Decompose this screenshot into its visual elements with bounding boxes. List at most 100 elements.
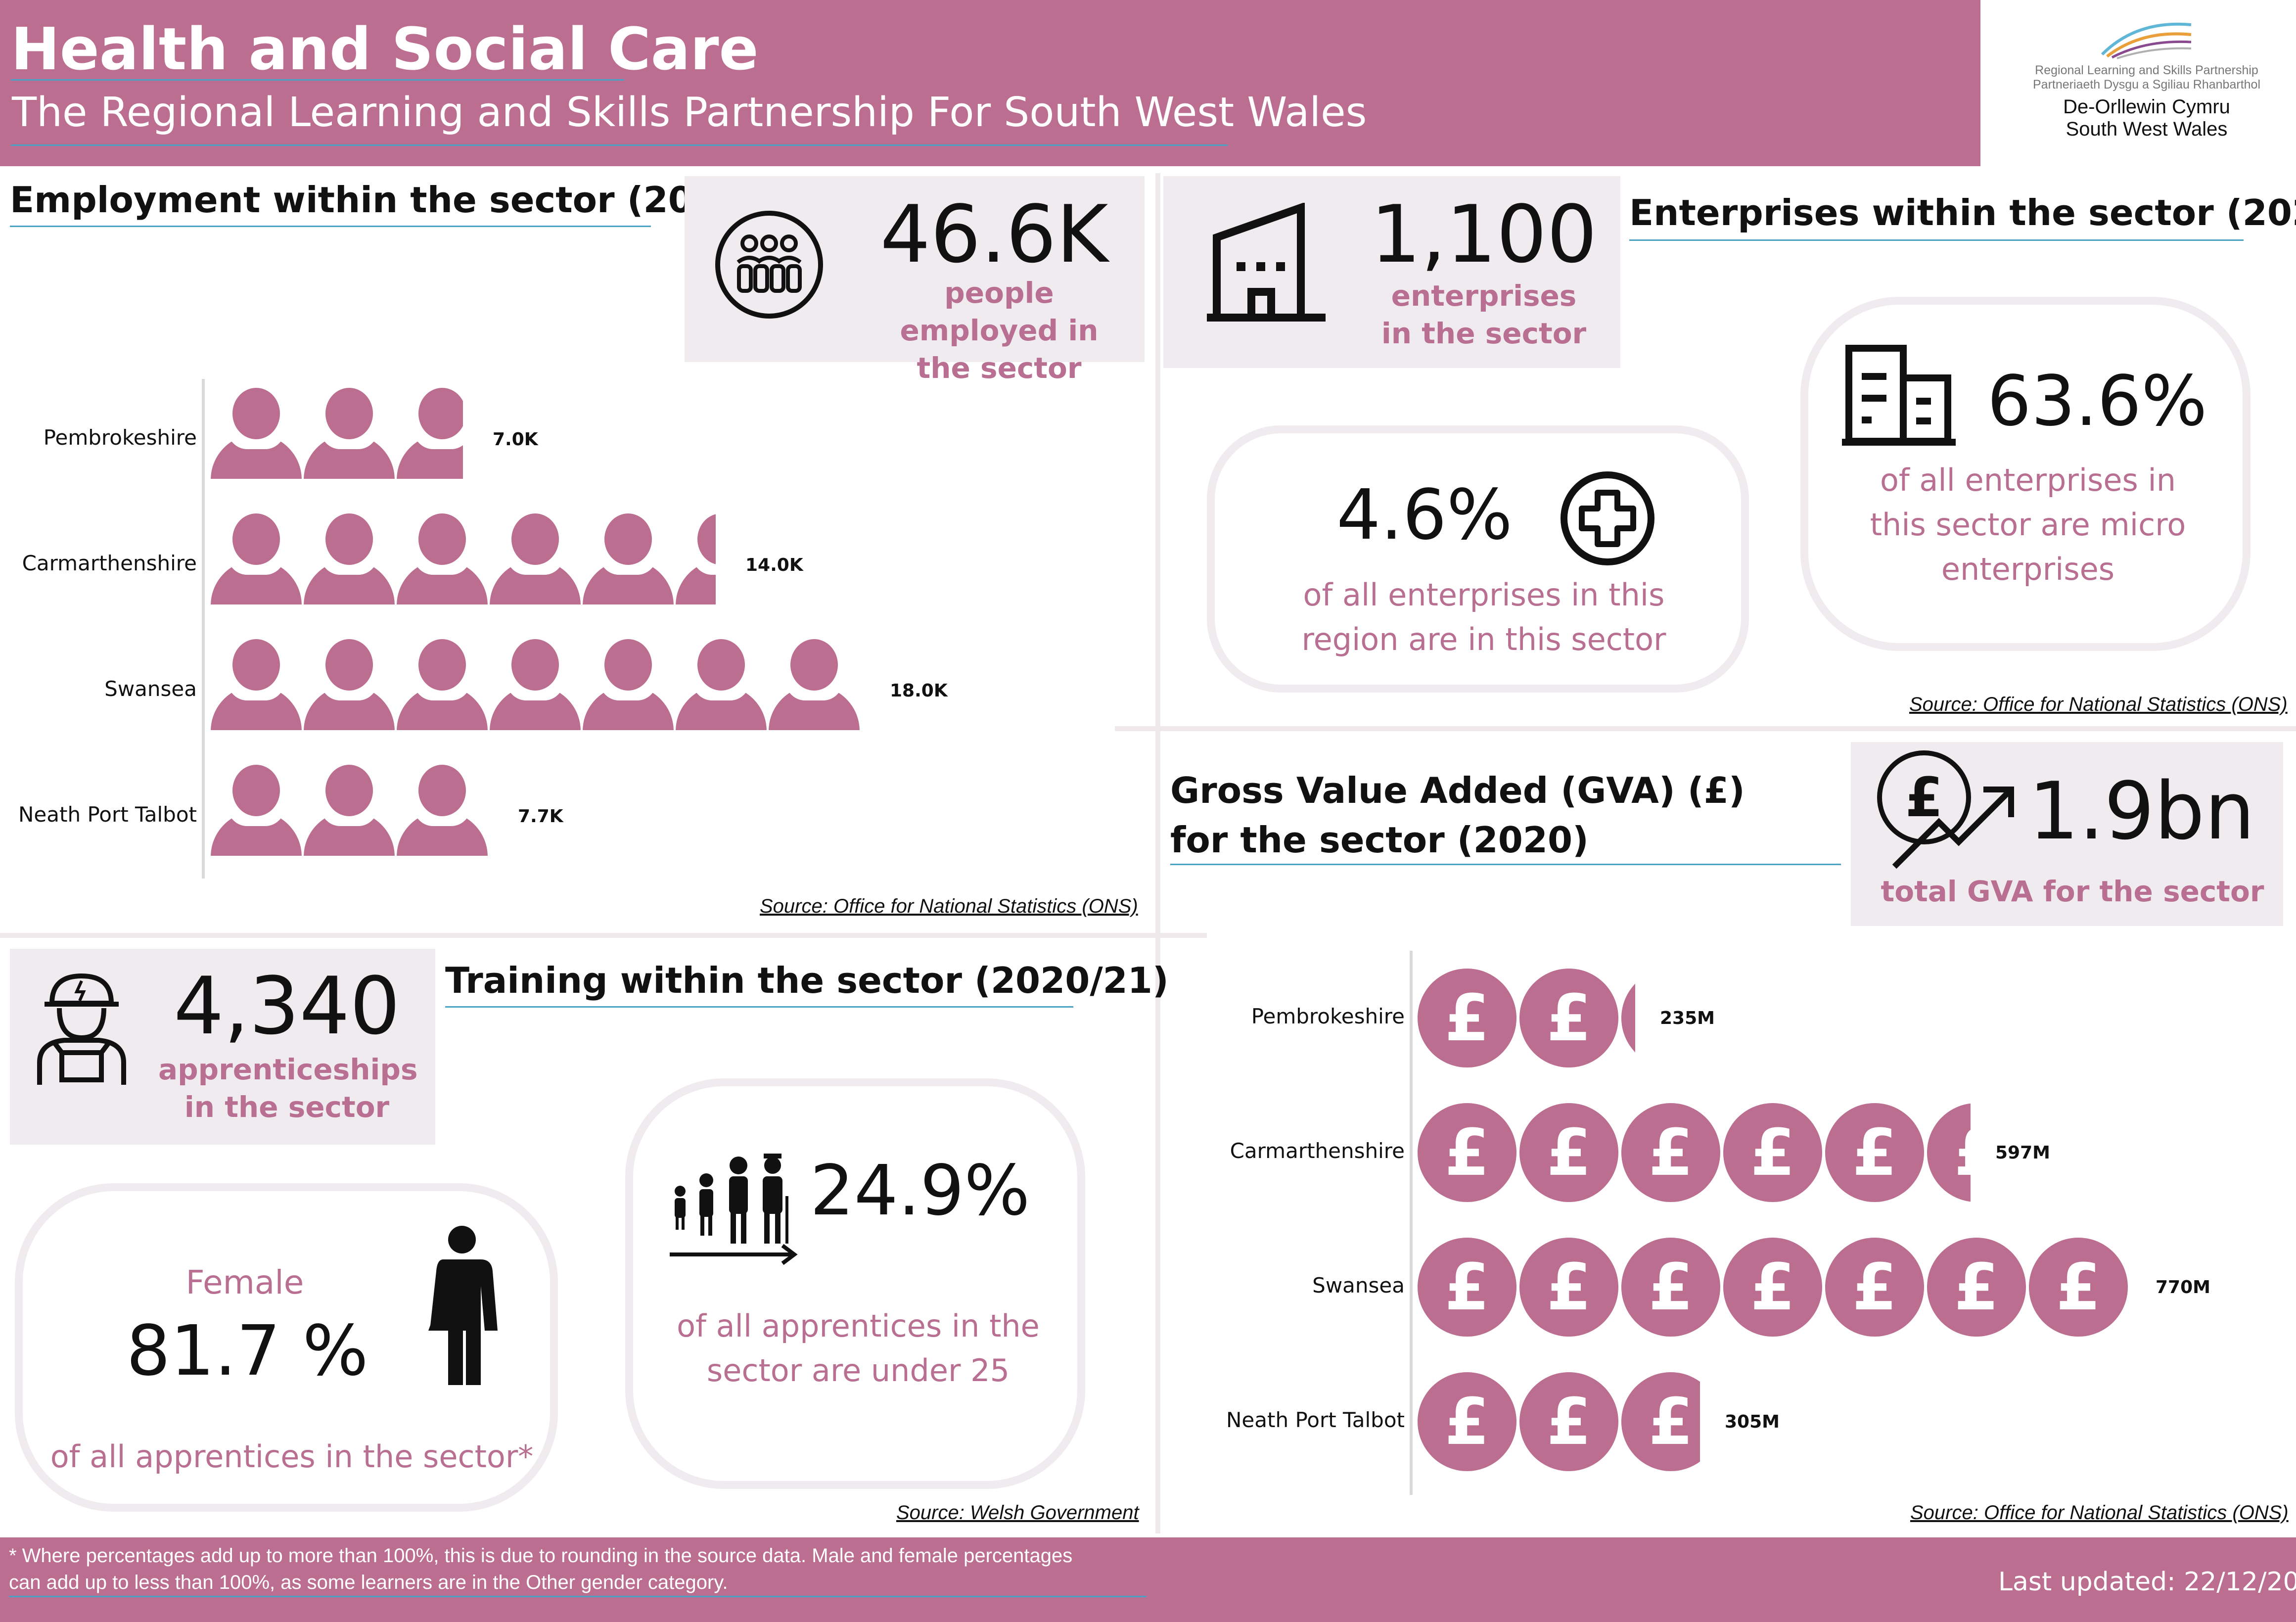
pound-coin-icon: £ bbox=[1418, 1238, 1516, 1337]
training-kpi-value: 4,340 bbox=[173, 960, 401, 1052]
pound-coin-icon: £ bbox=[1927, 1103, 1971, 1202]
training-kpi-label: apprenticeships in the sector bbox=[148, 1051, 425, 1126]
person-icon bbox=[675, 511, 716, 604]
pound-coin-icon: £ bbox=[1621, 1238, 1720, 1337]
left-horizontal-divider bbox=[0, 933, 1207, 938]
person-icon bbox=[303, 763, 396, 856]
gva-row-label: Carmarthenshire bbox=[1230, 1139, 1405, 1163]
employment-row-label: Pembrokeshire bbox=[43, 425, 197, 450]
micro-card bbox=[1800, 297, 2250, 651]
pound-coin-icon: £ bbox=[1519, 1372, 1618, 1471]
logo-line4: South West Wales bbox=[2066, 118, 2228, 140]
enterprises-kpi-label-text: enterprises in the sector bbox=[1381, 279, 1587, 350]
pound-coin-icon: £ bbox=[1621, 1103, 1720, 1202]
building-icon bbox=[1207, 203, 1326, 326]
enterprises-title-underline bbox=[1629, 239, 2244, 241]
pound-coin-icon: £ bbox=[1519, 1103, 1618, 1202]
page-title: Health and Social Care bbox=[11, 15, 759, 83]
footer-note-line2: can add up to less than 100%, as some le… bbox=[9, 1572, 728, 1593]
employment-chart: Pembrokeshire 7.0K Carmarthenshire 14.0K Swa… bbox=[0, 386, 1138, 881]
gva-kpi-label: total GVA for the sector bbox=[1881, 875, 2264, 908]
footer-note-underline bbox=[9, 1596, 1147, 1597]
micro-label-text: of all enterprises in this sector are mi… bbox=[1870, 462, 2186, 587]
pound-coin-icon: £ bbox=[1418, 969, 1516, 1067]
pound-coin-icon: £ bbox=[1418, 1103, 1516, 1202]
gva-pictogram-bar: £££ bbox=[1418, 1372, 1700, 1471]
person-icon bbox=[582, 511, 675, 604]
gva-pictogram-bar: ££££££ bbox=[1418, 1103, 1971, 1202]
enterprises-kpi-panel bbox=[1163, 176, 1620, 368]
person-icon bbox=[768, 637, 860, 730]
gva-row-label: Neath Port Talbot bbox=[1226, 1408, 1405, 1432]
person-icon bbox=[303, 386, 396, 479]
logo-line2: Partneriaeth Dysgu a Sgiliau Rhanbarthol bbox=[2033, 78, 2260, 92]
pound-coin-icon: £ bbox=[1519, 1238, 1618, 1337]
person-icon bbox=[396, 637, 489, 730]
gva-row-value: 597M bbox=[1995, 1143, 2050, 1163]
employment-kpi-label: people employed in the sector bbox=[861, 274, 1138, 387]
employment-pictogram-bar bbox=[210, 386, 463, 479]
gva-title-underline bbox=[1170, 864, 1841, 865]
pound-coin-icon: £ bbox=[1621, 1372, 1700, 1471]
pound-coin-icon: £ bbox=[2029, 1238, 2128, 1337]
person-icon bbox=[303, 511, 396, 604]
person-icon bbox=[210, 511, 303, 604]
pound-coin-icon: £ bbox=[1519, 969, 1618, 1067]
region-share-label: of all enterprises in this region are in… bbox=[1256, 573, 1711, 662]
title-underline bbox=[11, 79, 624, 81]
gva-chart-axis bbox=[1410, 951, 1413, 1495]
employment-kpi-value: 46.6K bbox=[880, 188, 1108, 280]
micro-value: 63.6% bbox=[1987, 361, 2207, 442]
employment-title: Employment within the sector (2021) bbox=[10, 179, 759, 221]
pound-coin-icon: £ bbox=[1723, 1103, 1822, 1202]
gva-pictogram-bar: £ £ £ £ £ £ £ bbox=[1418, 1238, 2131, 1337]
gva-row-value: 305M bbox=[1725, 1412, 1780, 1432]
gva-source: Source: Office for National Statistics (… bbox=[1910, 1502, 2289, 1524]
micro-label: of all enterprises in this sector are mi… bbox=[1840, 458, 2216, 592]
pound-coin-icon: £ bbox=[1723, 1238, 1822, 1337]
gva-row-value: 770M bbox=[2156, 1277, 2210, 1298]
person-icon bbox=[582, 637, 675, 730]
employment-title-underline bbox=[10, 226, 651, 227]
under25-label: of all apprentices in the sector are und… bbox=[663, 1304, 1054, 1393]
svg-text:£: £ bbox=[1905, 766, 1943, 829]
person-icon bbox=[210, 637, 303, 730]
training-title-underline bbox=[445, 1006, 1073, 1008]
female-value: 81.7 % bbox=[126, 1311, 368, 1391]
female-figure-icon bbox=[423, 1225, 498, 1398]
employment-row-label: Neath Port Talbot bbox=[18, 802, 197, 827]
employment-row-value: 18.0K bbox=[890, 681, 948, 701]
enterprises-title: Enterprises within the sector (2022) bbox=[1629, 192, 2296, 233]
medical-cross-icon bbox=[1558, 469, 1657, 568]
person-icon bbox=[489, 511, 582, 604]
training-source: Source: Welsh Government bbox=[896, 1502, 1139, 1524]
pound-coin-icon: £ bbox=[1621, 969, 1635, 1067]
employment-row-value: 7.0K bbox=[493, 429, 538, 450]
enterprises-kpi-value: 1,100 bbox=[1370, 188, 1598, 280]
female-heading: Female bbox=[185, 1263, 304, 1301]
person-icon bbox=[396, 386, 463, 479]
age-progression-icon bbox=[668, 1147, 806, 1265]
employment-source: Source: Office for National Statistics (… bbox=[760, 895, 1138, 917]
employment-pictogram-bar bbox=[210, 763, 488, 856]
person-icon bbox=[396, 763, 488, 856]
region-share-value: 4.6% bbox=[1336, 475, 1513, 556]
gva-title: Gross Value Added (GVA) (£) for the sect… bbox=[1170, 766, 1833, 865]
footer-note-line1: * Where percentages add up to more than … bbox=[9, 1545, 1073, 1567]
employment-kpi-panel bbox=[685, 176, 1145, 362]
employment-row-label: Swansea bbox=[104, 677, 197, 701]
logo: Regional Learning and Skills Partnership… bbox=[2018, 15, 2275, 158]
gva-row-value: 235M bbox=[1660, 1008, 1715, 1028]
last-updated: Last updated: 22/12/2022 bbox=[1998, 1567, 2296, 1597]
person-icon bbox=[303, 637, 396, 730]
header-banner bbox=[0, 0, 1980, 166]
pound-coin-icon: £ bbox=[1825, 1103, 1924, 1202]
logo-swoosh-icon bbox=[2101, 22, 2192, 59]
enterprises-source: Source: Office for National Statistics (… bbox=[1909, 694, 2288, 715]
logo-line3: De-Orllewin Cymru bbox=[2063, 96, 2230, 118]
person-icon bbox=[210, 386, 303, 479]
under25-card bbox=[625, 1078, 1085, 1489]
employment-row-value: 7.7K bbox=[518, 806, 563, 827]
page-subtitle: The Regional Learning and Skills Partner… bbox=[12, 89, 1367, 136]
gva-row-label: Pembrokeshire bbox=[1251, 1004, 1405, 1028]
